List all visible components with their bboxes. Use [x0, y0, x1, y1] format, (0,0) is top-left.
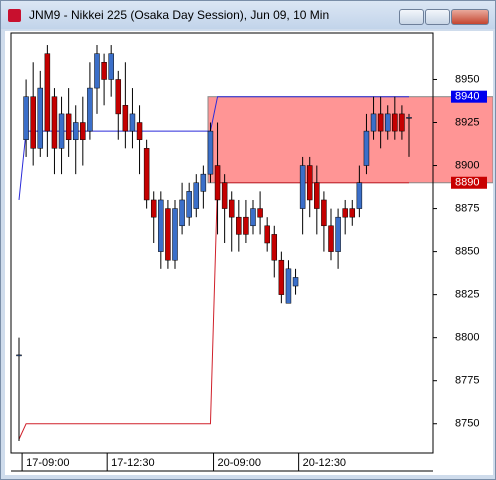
- candle-body: [392, 113, 398, 132]
- y-tick-label: 8925: [455, 116, 479, 128]
- candle-body: [193, 182, 200, 209]
- candle-body: [214, 165, 221, 201]
- candle-body: [108, 53, 114, 80]
- y-tick-label: 8750: [455, 418, 479, 430]
- indicator-line: [18, 182, 409, 440]
- candle-body: [257, 208, 263, 218]
- y-tick-label: 8825: [455, 289, 479, 301]
- candle-body: [356, 182, 363, 209]
- candle-body: [228, 199, 235, 218]
- candle-body: [406, 117, 412, 119]
- candle-body: [384, 113, 391, 132]
- candle-body: [335, 216, 341, 252]
- candle-body: [200, 173, 207, 192]
- candle-body: [328, 225, 334, 252]
- candle-body: [271, 234, 278, 261]
- candle-body: [172, 208, 178, 261]
- candle-body: [236, 216, 242, 235]
- candle-body: [87, 87, 93, 132]
- candle-body: [165, 208, 171, 261]
- price-marker-label: 8940: [455, 91, 479, 103]
- candle-body: [285, 268, 292, 304]
- candle-body: [150, 199, 157, 218]
- y-tick-label: 8950: [455, 73, 479, 85]
- candle-body: [363, 130, 370, 166]
- candle-body: [207, 130, 214, 175]
- candle-body: [250, 208, 256, 227]
- zone: [207, 96, 493, 184]
- candle-body: [129, 113, 136, 132]
- y-tick-label: 8775: [455, 375, 479, 387]
- title-bar: JNM9 - Nikkei 225 (Osaka Day Session), J…: [1, 1, 495, 29]
- candle-body: [44, 53, 51, 132]
- y-tick-label: 8900: [455, 159, 479, 171]
- candle-body: [278, 259, 285, 295]
- candle-body: [30, 96, 36, 149]
- candle-body: [370, 113, 377, 132]
- candle-body: [72, 122, 79, 140]
- maximize-button[interactable]: [425, 9, 450, 25]
- close-button[interactable]: [451, 9, 489, 25]
- candle-body: [342, 208, 348, 218]
- x-tick-label: 20-12:30: [303, 457, 346, 469]
- price-marker-label: 8890: [455, 177, 479, 189]
- candle-body: [94, 53, 100, 89]
- candle-body: [306, 165, 313, 201]
- x-tick-label: 20-09:00: [218, 457, 261, 469]
- candle-body: [16, 354, 22, 357]
- y-tick-label: 8800: [455, 332, 479, 344]
- x-tick-label: 17-09:00: [26, 457, 69, 469]
- candle-body: [58, 113, 65, 149]
- candle-body: [221, 182, 228, 209]
- candle-body: [399, 113, 405, 132]
- candle-body: [23, 96, 29, 140]
- y-tick-label: 8850: [455, 246, 479, 258]
- candle-body: [186, 191, 192, 218]
- candle-body: [264, 225, 270, 244]
- candle-body: [349, 208, 356, 218]
- candle-body: [37, 87, 44, 149]
- candle-body: [80, 122, 86, 140]
- candle-body: [321, 199, 327, 227]
- app-icon: [8, 9, 21, 22]
- candle-body: [179, 199, 185, 227]
- price-marker: [451, 176, 487, 189]
- minimize-button[interactable]: [399, 9, 424, 25]
- plot-frame: [10, 32, 434, 454]
- candle-body: [65, 113, 72, 140]
- candle-body: [101, 62, 107, 80]
- candle-body: [115, 79, 122, 115]
- candle-body: [314, 182, 320, 209]
- price-marker: [451, 90, 487, 103]
- candle-body: [377, 113, 384, 132]
- y-tick-label: 8875: [455, 202, 479, 214]
- candle-body: [243, 216, 249, 235]
- window-title: JNM9 - Nikkei 225 (Osaka Day Session), J…: [29, 8, 330, 22]
- candle-body: [299, 165, 306, 209]
- chart: 8750 8775 8800 8825 8850 8875 8900 8925 8950 17-0…: [5, 31, 493, 475]
- candle-body: [292, 277, 299, 287]
- x-tick-label: 17-12:30: [111, 457, 154, 469]
- candle-body: [158, 199, 164, 252]
- candle-body: [122, 105, 129, 132]
- candle-body: [136, 122, 143, 140]
- candle-body: [143, 148, 150, 201]
- candle-body: [51, 96, 58, 149]
